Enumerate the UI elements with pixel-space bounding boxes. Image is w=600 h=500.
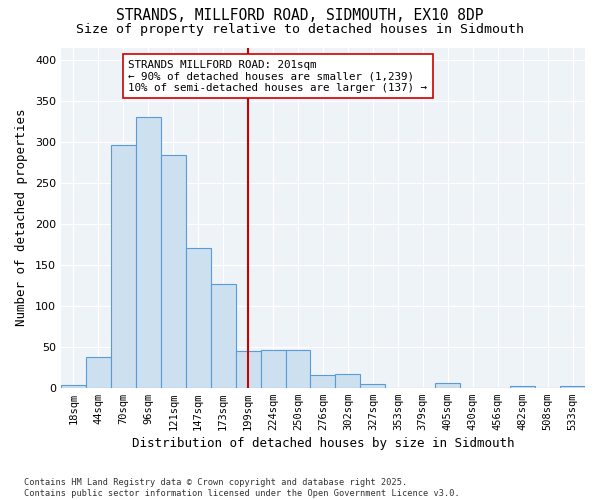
Bar [286, 350, 310, 388]
Text: STRANDS, MILLFORD ROAD, SIDMOUTH, EX10 8DP: STRANDS, MILLFORD ROAD, SIDMOUTH, EX10 8… [116, 8, 484, 22]
Bar [111, 145, 136, 388]
Bar [86, 356, 111, 388]
Bar [310, 376, 335, 388]
Y-axis label: Number of detached properties: Number of detached properties [15, 109, 28, 326]
Bar [211, 284, 236, 388]
Bar [136, 117, 161, 388]
Bar [161, 155, 186, 388]
Bar [361, 384, 385, 388]
Bar [335, 374, 361, 388]
Text: Contains HM Land Registry data © Crown copyright and database right 2025.
Contai: Contains HM Land Registry data © Crown c… [24, 478, 460, 498]
Text: Size of property relative to detached houses in Sidmouth: Size of property relative to detached ho… [76, 22, 524, 36]
Bar [260, 350, 286, 388]
Bar [435, 383, 460, 388]
Bar [236, 351, 260, 388]
X-axis label: Distribution of detached houses by size in Sidmouth: Distribution of detached houses by size … [132, 437, 514, 450]
Text: STRANDS MILLFORD ROAD: 201sqm
← 90% of detached houses are smaller (1,239)
10% o: STRANDS MILLFORD ROAD: 201sqm ← 90% of d… [128, 60, 427, 93]
Bar [560, 386, 585, 388]
Bar [61, 385, 86, 388]
Bar [510, 386, 535, 388]
Bar [186, 248, 211, 388]
